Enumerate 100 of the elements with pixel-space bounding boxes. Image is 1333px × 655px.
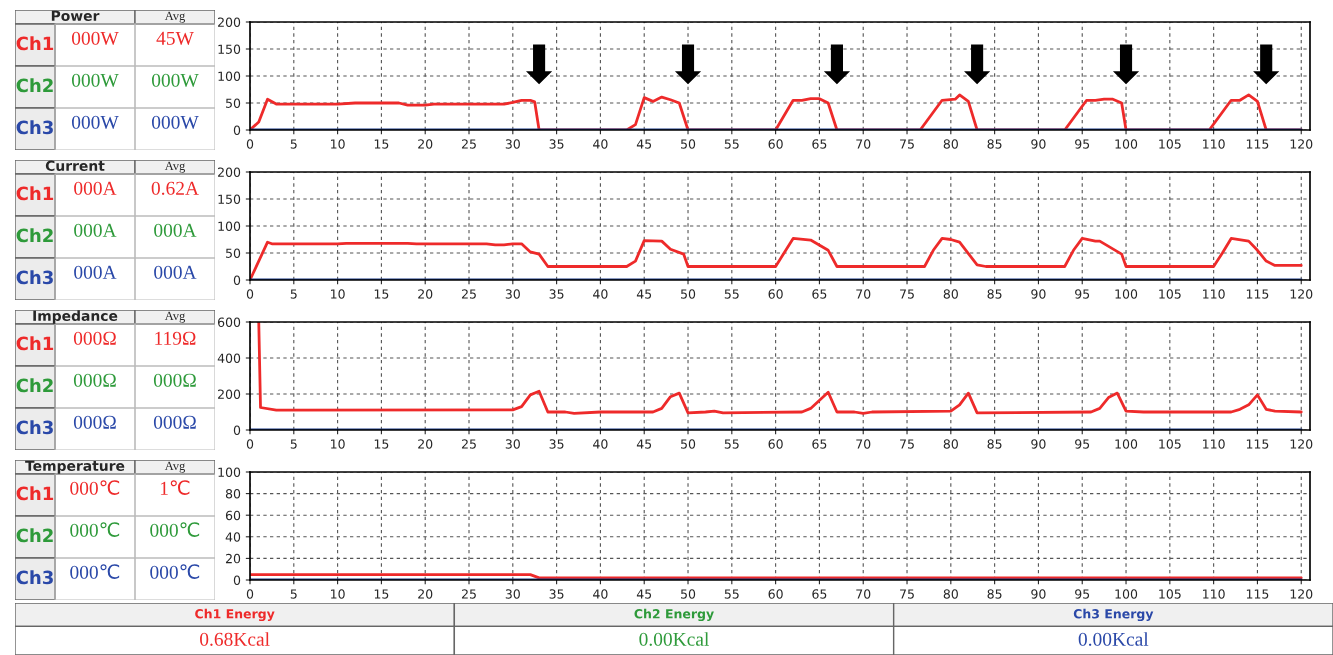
- x-tick-label: 20: [418, 289, 433, 299]
- x-tick-label: 30: [505, 589, 520, 599]
- x-tick-label: 40: [593, 439, 608, 449]
- text: 000℃: [150, 522, 200, 537]
- annotation: ⬇: [964, 44, 991, 85]
- text: 000A: [74, 265, 117, 279]
- y-tick-label: 50: [226, 98, 241, 108]
- category-label: Ch1: [16, 36, 54, 51]
- x-tick-label: 75: [900, 439, 914, 449]
- x-tick-label: 70: [856, 139, 871, 149]
- x-tick-label: 30: [505, 289, 520, 299]
- x-tick-label: 105: [1159, 289, 1181, 299]
- y-tick-label: 200: [218, 17, 241, 27]
- text: 000Ω: [73, 373, 116, 387]
- x-tick-label: 0: [246, 439, 254, 449]
- text: Avg: [164, 11, 186, 23]
- y-tick-label: 150: [218, 44, 241, 54]
- x-tick-label: 60: [768, 589, 783, 599]
- text: 0.00Kcal: [1078, 632, 1149, 646]
- x-tick-label: 35: [549, 589, 564, 599]
- text: 000Ω: [73, 331, 116, 345]
- x-tick-label: 0: [246, 139, 254, 149]
- text: Impedance: [33, 310, 118, 324]
- line-series: [250, 237, 1303, 280]
- category-label: Ch1: [16, 186, 54, 201]
- x-tick-label: 45: [636, 439, 652, 449]
- text: Avg: [164, 161, 186, 173]
- x-tick-label: 85: [987, 289, 1002, 299]
- text: 0.62A: [151, 181, 199, 195]
- category-label: Ch3 Energy: [1073, 608, 1154, 622]
- x-tick-label: 65: [812, 589, 827, 599]
- annotation: ⬇: [1112, 44, 1140, 85]
- text: 000A: [154, 265, 197, 279]
- x-tick-label: 110: [1203, 439, 1225, 449]
- y-tick-label: 50: [226, 248, 241, 258]
- x-tick-label: 65: [812, 439, 827, 449]
- x-tick-label: 10: [331, 589, 345, 599]
- text: 000℃: [150, 564, 200, 579]
- y-tick-label: 60: [225, 510, 241, 521]
- x-tick-label: 70: [856, 289, 871, 299]
- y-tick-label: 40: [225, 532, 241, 542]
- x-tick-label: 30: [505, 439, 520, 449]
- category-label: Ch3: [16, 420, 53, 435]
- x-tick-label: 15: [374, 139, 389, 149]
- x-tick-label: 110: [1203, 589, 1225, 599]
- x-tick-label: 105: [1159, 439, 1181, 449]
- x-tick-label: 80: [943, 439, 958, 449]
- y-tick-label: 0: [233, 275, 241, 285]
- text: 000Ω: [153, 373, 196, 387]
- x-tick-label: 90: [1031, 139, 1046, 149]
- x-tick-label: 85: [987, 439, 1002, 449]
- text: 119Ω: [155, 331, 196, 345]
- x-tick-label: 95: [1075, 439, 1090, 449]
- text: 000Ω: [73, 415, 116, 429]
- text: 1℃: [160, 480, 190, 495]
- x-tick-label: 120: [1290, 439, 1313, 449]
- x-tick-label: 45: [636, 139, 652, 149]
- category-label: Ch3: [16, 570, 53, 585]
- text: 0.68Kcal: [200, 632, 270, 646]
- category-label: Ch2: [16, 528, 53, 543]
- category-label: Ch3: [16, 270, 53, 285]
- category-label: Ch2: [16, 228, 53, 243]
- text: Avg: [164, 461, 186, 473]
- line-series: [257, 322, 1303, 415]
- x-tick-label: 55: [724, 289, 739, 299]
- x-tick-label: 100: [1115, 139, 1138, 149]
- y-tick-label: 100: [218, 467, 241, 477]
- text: 000A: [74, 181, 117, 195]
- x-tick-label: 5: [290, 139, 297, 149]
- text: 000℃: [70, 480, 120, 495]
- x-tick-label: 105: [1159, 589, 1181, 599]
- x-tick-label: 75: [900, 289, 914, 299]
- x-tick-label: 115: [1246, 139, 1269, 149]
- x-tick-label: 65: [812, 289, 827, 299]
- x-tick-label: 25: [461, 289, 476, 299]
- x-tick-label: 105: [1159, 139, 1181, 149]
- x-tick-label: 90: [1031, 289, 1046, 299]
- x-tick-label: 110: [1203, 139, 1225, 149]
- y-tick-label: 100: [218, 71, 241, 81]
- x-tick-label: 100: [1115, 289, 1138, 299]
- y-tick-label: 200: [218, 167, 241, 177]
- text: Power: [51, 10, 100, 22]
- x-tick-label: 115: [1246, 439, 1269, 449]
- x-tick-label: 55: [724, 139, 739, 149]
- x-tick-label: 80: [943, 289, 958, 299]
- x-tick-label: 25: [461, 139, 476, 149]
- x-tick-label: 75: [900, 589, 914, 599]
- x-tick-label: 95: [1075, 289, 1090, 299]
- x-tick-label: 15: [374, 589, 389, 599]
- x-tick-label: 45: [636, 289, 652, 299]
- annotation: ⬇: [526, 44, 553, 85]
- text: 000Ω: [153, 415, 196, 429]
- x-tick-label: 120: [1290, 289, 1313, 299]
- x-tick-label: 10: [331, 139, 345, 149]
- x-tick-label: 55: [724, 439, 739, 449]
- x-tick-label: 40: [593, 589, 608, 599]
- x-tick-label: 20: [418, 589, 433, 599]
- x-tick-label: 5: [290, 289, 297, 299]
- x-tick-label: 20: [418, 139, 433, 149]
- y-tick-label: 150: [218, 194, 241, 204]
